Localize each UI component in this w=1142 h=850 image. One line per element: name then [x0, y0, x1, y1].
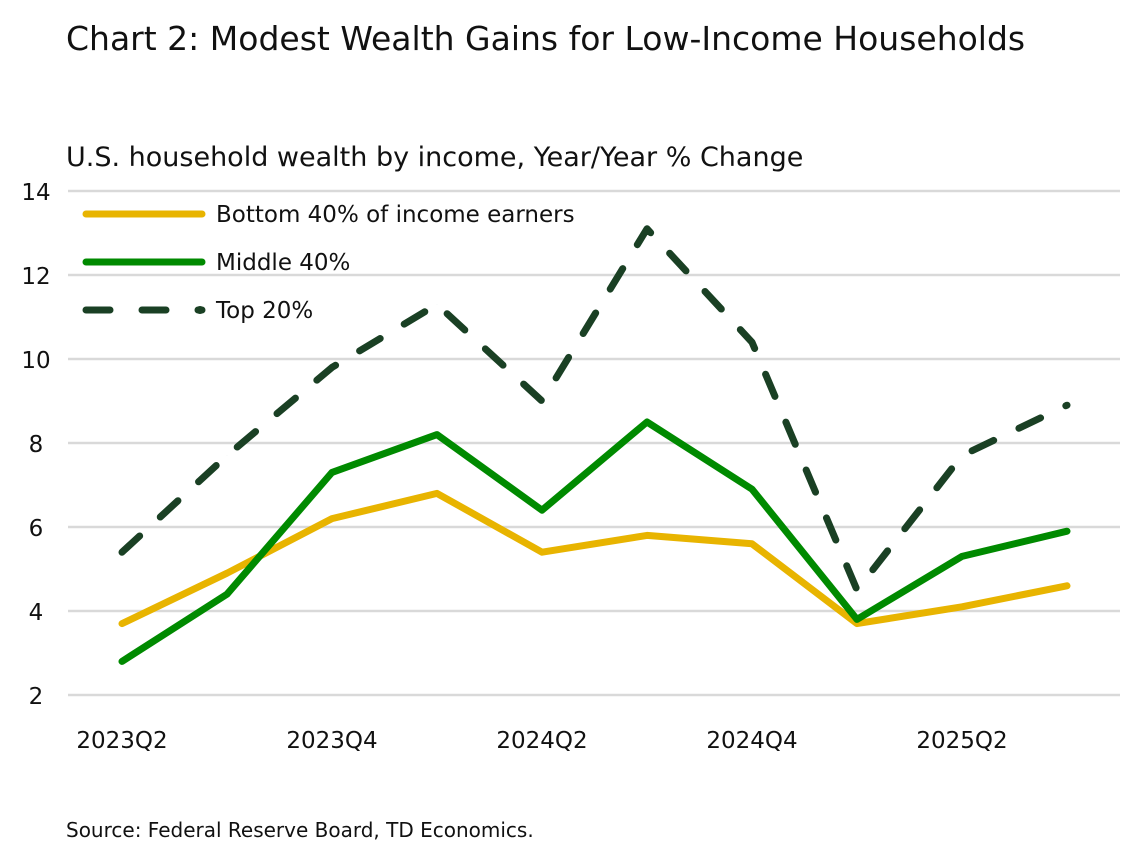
x-tick-label: 2024Q4: [706, 728, 797, 754]
x-tick-label: 2023Q4: [286, 728, 377, 754]
chart-subtitle: U.S. household wealth by income, Year/Ye…: [66, 142, 804, 173]
x-tick-label: 2023Q2: [76, 728, 167, 754]
chart-title: Chart 2: Modest Wealth Gains for Low-Inc…: [66, 19, 1026, 58]
legend-swatch-dot: [196, 306, 204, 314]
y-tick-label: 4: [29, 600, 44, 626]
legend-label: Top 20%: [215, 298, 313, 324]
x-tick-label: 2025Q2: [916, 728, 1007, 754]
y-tick-label: 12: [21, 264, 50, 290]
series-line-2: [118, 225, 1071, 594]
legend-label: Middle 40%: [216, 250, 350, 276]
y-tick-label: 2: [29, 684, 44, 710]
y-tick-label: 8: [29, 432, 44, 458]
y-tick-label: 6: [29, 516, 44, 542]
series-line-1: [118, 418, 1071, 665]
y-tick-label: 10: [21, 348, 50, 374]
y-tick-label: 14: [21, 180, 50, 206]
source-note: Source: Federal Reserve Board, TD Econom…: [66, 818, 534, 842]
legend-label: Bottom 40% of income earners: [216, 202, 575, 228]
series-line-0: [118, 489, 1071, 628]
x-tick-label: 2024Q2: [496, 728, 587, 754]
